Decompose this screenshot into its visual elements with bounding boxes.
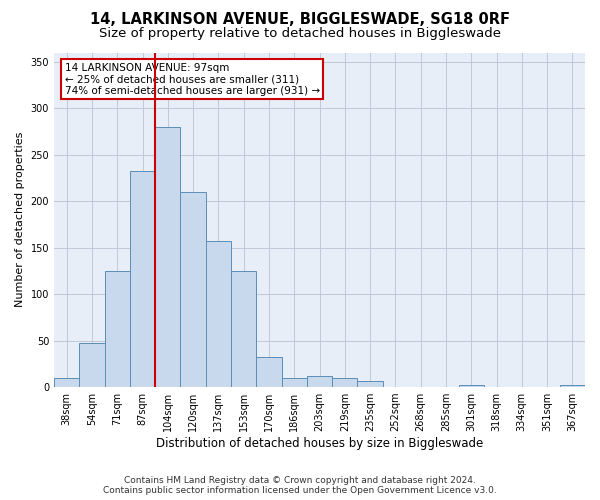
Bar: [231, 271, 256, 387]
Bar: [79, 344, 104, 387]
Bar: [181, 192, 206, 387]
Bar: [54, 378, 79, 387]
Text: Size of property relative to detached houses in Biggleswade: Size of property relative to detached ho…: [99, 28, 501, 40]
Y-axis label: Number of detached properties: Number of detached properties: [15, 132, 25, 308]
Bar: [358, 380, 383, 387]
Bar: [307, 376, 332, 387]
Bar: [256, 358, 281, 387]
Text: 14, LARKINSON AVENUE, BIGGLESWADE, SG18 0RF: 14, LARKINSON AVENUE, BIGGLESWADE, SG18 …: [90, 12, 510, 28]
Text: Contains HM Land Registry data © Crown copyright and database right 2024.
Contai: Contains HM Land Registry data © Crown c…: [103, 476, 497, 495]
Bar: [155, 127, 181, 387]
Bar: [281, 378, 307, 387]
X-axis label: Distribution of detached houses by size in Biggleswade: Distribution of detached houses by size …: [156, 437, 483, 450]
Bar: [458, 385, 484, 387]
Bar: [130, 172, 155, 387]
Bar: [560, 385, 585, 387]
Text: 14 LARKINSON AVENUE: 97sqm
← 25% of detached houses are smaller (311)
74% of sem: 14 LARKINSON AVENUE: 97sqm ← 25% of deta…: [65, 62, 320, 96]
Bar: [104, 271, 130, 387]
Bar: [206, 241, 231, 387]
Bar: [332, 378, 358, 387]
